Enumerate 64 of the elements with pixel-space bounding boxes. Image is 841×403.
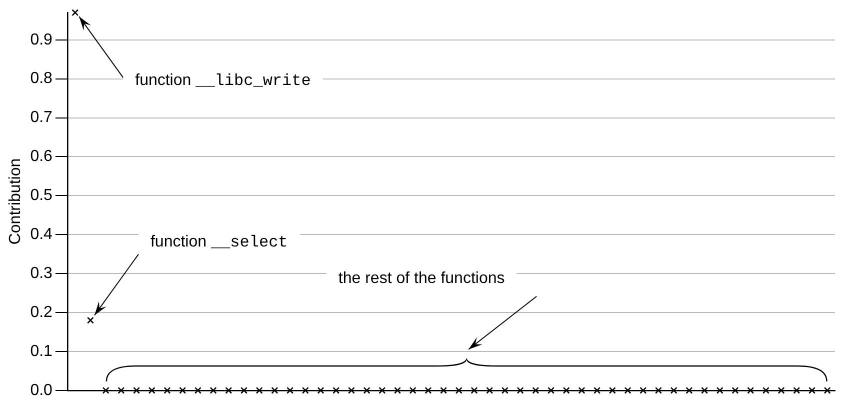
point: [286, 386, 294, 394]
point: [440, 386, 448, 394]
y-tick-label: 0.2: [30, 304, 53, 321]
point: [808, 386, 816, 394]
point: [225, 386, 232, 394]
point: [640, 386, 647, 394]
point: [363, 386, 370, 394]
point: [654, 386, 662, 394]
annotation: the rest of the functions: [338, 270, 505, 287]
point: [455, 386, 462, 394]
y-tick-label: 0.1: [30, 342, 53, 360]
point: [608, 386, 616, 394]
point: [409, 386, 416, 394]
point: [378, 386, 386, 394]
point: [179, 386, 186, 394]
point: [732, 386, 739, 394]
point: [118, 386, 125, 394]
point: [470, 386, 478, 394]
y-tick-label: 0.7: [30, 109, 53, 126]
y-tick-label: 0.6: [30, 148, 53, 166]
y-tick-label: 0.9: [30, 31, 53, 48]
point: [133, 386, 140, 394]
point: [302, 386, 309, 394]
point: [486, 386, 494, 394]
point: [86, 316, 94, 324]
point: [148, 386, 156, 394]
y-tick-label: 0.3: [30, 264, 53, 282]
y-axis-title: Contribution: [7, 158, 24, 245]
point: [317, 386, 324, 394]
y-tick-label: 0.4: [30, 226, 53, 244]
point: [824, 386, 831, 394]
y-tick-label: 0.0: [30, 382, 53, 399]
point: [194, 386, 202, 394]
point: [102, 386, 110, 394]
point: [670, 386, 678, 394]
point: [164, 386, 171, 394]
point: [271, 386, 278, 394]
point: [501, 386, 508, 394]
point: [716, 386, 724, 394]
point: [532, 386, 540, 394]
point: [256, 386, 263, 394]
y-tick-label: 0.8: [30, 70, 53, 88]
point: [793, 386, 800, 394]
annotation: function __select: [150, 234, 288, 252]
annotation: function __libc_write: [135, 72, 311, 90]
point: [578, 386, 586, 394]
point: [747, 386, 754, 394]
point: [424, 386, 432, 394]
point: [762, 386, 770, 394]
point: [562, 386, 570, 394]
point: [72, 9, 79, 16]
point: [210, 386, 217, 394]
point: [701, 386, 708, 394]
point: [348, 386, 355, 394]
point: [778, 386, 785, 394]
point: [594, 386, 601, 394]
point: [548, 386, 554, 394]
point: [332, 386, 340, 394]
point: [624, 386, 632, 394]
point: [686, 386, 693, 394]
point: [516, 386, 524, 394]
point: [240, 386, 248, 394]
y-tick-label: 0.5: [30, 187, 53, 204]
point: [394, 386, 401, 394]
